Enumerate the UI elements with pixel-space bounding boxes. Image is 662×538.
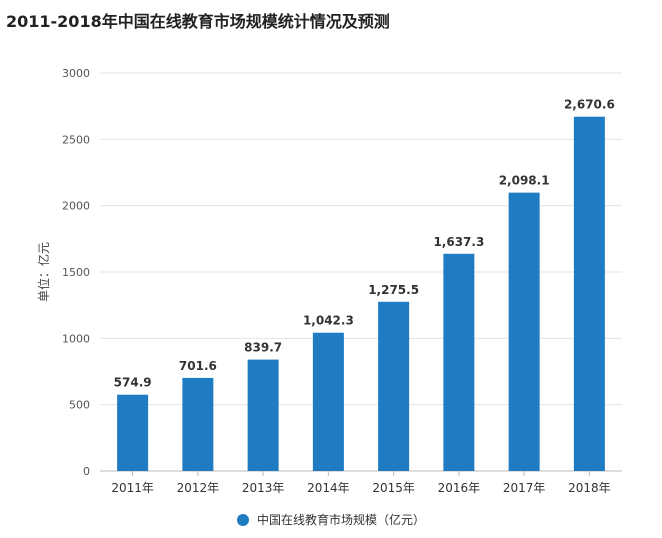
data-label: 1,637.3 — [433, 235, 484, 249]
y-tick-label: 0 — [83, 465, 90, 478]
bar-chart: 0 500 1000 1500 2000 2500 3000 单位：亿元 574.9 2011年 7… — [36, 67, 622, 495]
x-tick-label: 2015年 — [372, 481, 415, 495]
x-tick-label: 2017年 — [503, 481, 546, 495]
x-tick-label: 2013年 — [242, 481, 285, 495]
y-tick-label: 500 — [69, 399, 90, 412]
x-tick-label: 2016年 — [438, 481, 481, 495]
y-tick-label: 1000 — [62, 332, 90, 345]
y-axis-label: 单位：亿元 — [36, 242, 51, 302]
y-tick-label: 2500 — [62, 133, 90, 146]
bar — [312, 332, 344, 471]
data-label: 574.9 — [114, 376, 152, 390]
data-label: 701.6 — [179, 359, 217, 373]
bar — [378, 301, 410, 471]
bar — [182, 377, 214, 471]
data-label: 2,670.6 — [564, 98, 615, 112]
legend-label: 中国在线教育市场规模（亿元） — [256, 513, 425, 527]
y-tick-label: 3000 — [62, 67, 90, 80]
y-tick-label: 2000 — [62, 200, 90, 213]
bar — [443, 253, 475, 471]
bar — [508, 192, 540, 471]
y-tick-label: 1500 — [62, 266, 90, 279]
x-tick-label: 2011年 — [111, 481, 154, 495]
data-label: 839.7 — [244, 341, 282, 355]
data-label: 1,275.5 — [368, 283, 419, 297]
legend-swatch — [236, 513, 249, 526]
x-tick-label: 2018年 — [568, 481, 611, 495]
bar — [573, 116, 605, 471]
data-label: 2,098.1 — [499, 174, 550, 188]
bar — [117, 394, 149, 471]
x-tick-label: 2014年 — [307, 481, 350, 495]
legend: 中国在线教育市场规模（亿元） — [0, 511, 662, 528]
bar — [247, 359, 279, 471]
data-label: 1,042.3 — [303, 314, 354, 328]
chart-title: 2011-2018年中国在线教育市场规模统计情况及预测 — [6, 12, 390, 31]
x-tick-label: 2012年 — [177, 481, 220, 495]
